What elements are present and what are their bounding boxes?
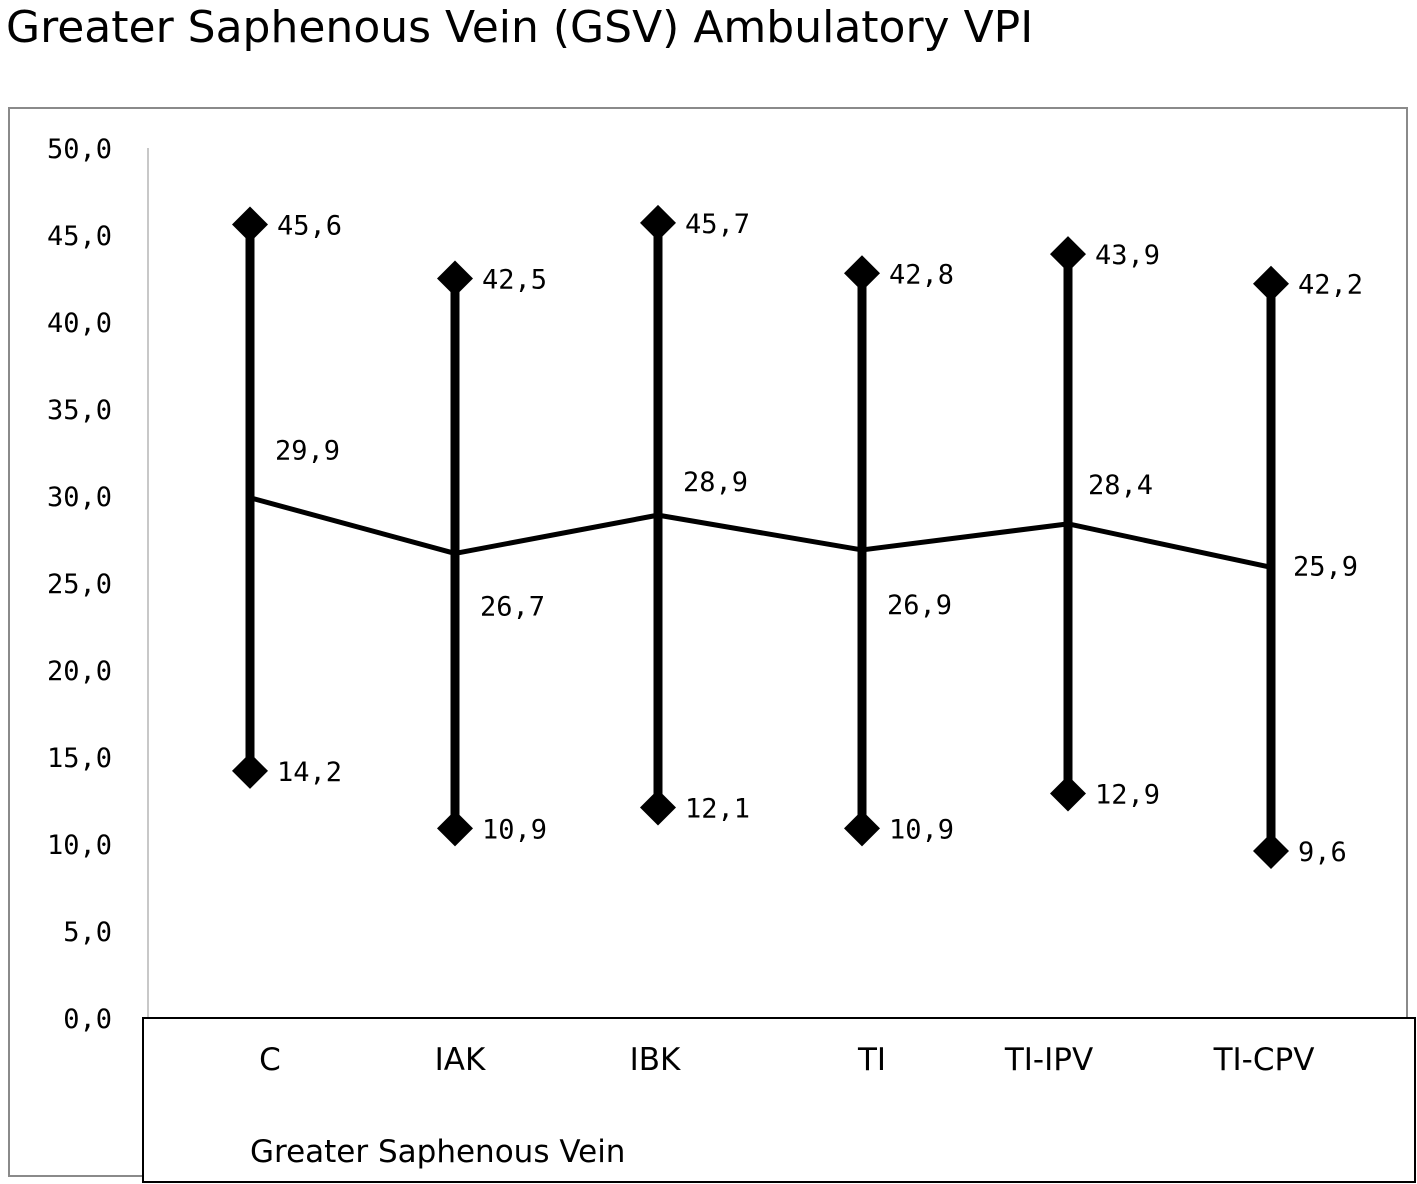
min-marker <box>437 810 473 847</box>
y-tick-labels: 0,0 5,0 10,0 15,0 20,0 25,0 30,0 35,0 40,0 45,0 50… <box>47 134 112 1035</box>
max-marker <box>640 204 676 241</box>
max-marker <box>1050 236 1086 273</box>
max-value-label: 43,9 <box>1095 240 1160 271</box>
min-value-label: 14,2 <box>277 757 342 788</box>
min-value-label: 10,9 <box>482 814 547 845</box>
mean-value-label: 28,9 <box>683 467 748 498</box>
min-marker <box>844 810 880 847</box>
y-tick-label: 20,0 <box>47 656 112 687</box>
category-label: IBK <box>630 1042 681 1078</box>
max-marker <box>437 260 473 297</box>
category-label: IAK <box>435 1042 486 1078</box>
data-labels: 45,6 14,2 42,5 10,9 45,7 12,1 42,8 10,9 43,9 12,9… <box>275 209 1363 868</box>
chart-title: Greater Saphenous Vein (GSV) Ambulatory … <box>6 2 1034 53</box>
mean-value-label: 29,9 <box>275 436 340 467</box>
y-tick-label: 30,0 <box>47 482 112 513</box>
category-table <box>142 1017 1416 1183</box>
min-value-label: 12,9 <box>1095 780 1160 811</box>
y-tick-label: 50,0 <box>47 134 112 165</box>
min-value-label: 9,6 <box>1298 837 1347 868</box>
min-marker <box>232 752 268 789</box>
max-marker <box>1253 265 1289 302</box>
y-tick-label: 10,0 <box>47 830 112 861</box>
max-marker <box>232 206 268 243</box>
y-tick-label: 15,0 <box>47 743 112 774</box>
range-markers <box>232 204 1289 869</box>
category-label: TI-CPV <box>1213 1042 1315 1078</box>
mean-series-line <box>249 495 1272 570</box>
y-tick-label: 35,0 <box>47 395 112 426</box>
min-marker <box>1050 775 1086 812</box>
max-value-label: 45,7 <box>685 209 750 240</box>
category-labels: C IAK IBK TI TI-IPV TI-CPV <box>259 1042 1314 1078</box>
mean-value-label: 28,4 <box>1088 470 1153 501</box>
max-value-label: 45,6 <box>277 211 342 242</box>
min-marker <box>640 789 676 826</box>
category-label: TI-IPV <box>1004 1042 1093 1078</box>
y-tick-label: 45,0 <box>47 221 112 252</box>
mean-value-label: 26,9 <box>887 590 952 621</box>
category-label: C <box>259 1042 281 1078</box>
y-tick-label: 25,0 <box>47 569 112 600</box>
max-value-label: 42,8 <box>889 259 954 290</box>
x-axis-label: Greater Saphenous Vein <box>250 1134 625 1170</box>
max-value-label: 42,2 <box>1298 270 1363 301</box>
min-value-label: 12,1 <box>685 793 750 824</box>
y-tick-label: 5,0 <box>63 917 112 948</box>
y-tick-label: 0,0 <box>63 1004 112 1035</box>
min-marker <box>1253 832 1289 869</box>
max-marker <box>844 255 880 292</box>
category-label: TI <box>857 1042 886 1078</box>
mean-value-label: 26,7 <box>480 591 545 622</box>
max-value-label: 42,5 <box>482 265 547 296</box>
min-value-label: 10,9 <box>889 814 954 845</box>
mean-value-label: 25,9 <box>1293 551 1358 582</box>
chart-frame <box>8 107 1408 1177</box>
y-tick-label: 40,0 <box>47 308 112 339</box>
